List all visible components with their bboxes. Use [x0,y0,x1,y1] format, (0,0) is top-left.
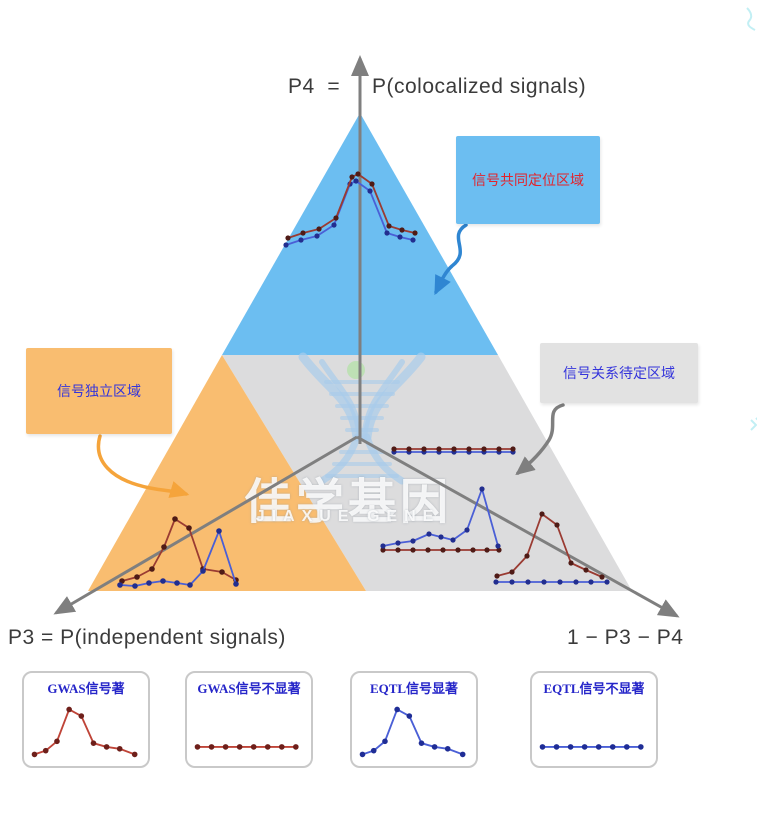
legend-gwas-notsignificant-label: GWAS信号不显著 [197,681,301,696]
colocalized-callout-label: 信号共同定位区域 [472,172,584,188]
independent-callout-box: 信号独立区域 [26,348,172,434]
legend-eqtl-notsignificant: EQTL信号不显著 [530,671,658,768]
p3-axis-label: P3 = P(independent signals) [8,626,286,649]
legend-gwas-significant: GWAS信号著 [22,671,150,768]
independent-callout-label: 信号独立区域 [57,383,141,399]
legend-gwas-notsignificant-plot [194,744,299,750]
legend-gwas-notsignificant: GWAS信号不显著 [185,671,313,768]
legend-eqtl-significant-label: EQTL信号显著 [369,681,459,696]
legend-eqtl-significant-plot [359,706,466,758]
watermark-latin-text: JIAXUE GENE [255,508,441,525]
legend-eqtl-notsignificant-label: EQTL信号不显著 [543,681,645,696]
legend-eqtl-notsignificant-plot [539,744,644,750]
remainder-axis-label: 1 − P3 − P4 [567,626,684,649]
undetermined-callout-label: 信号关系待定区域 [563,365,675,381]
p4-axis-label: P(colocalized signals) [372,75,587,98]
undetermined-callout-box: 信号关系待定区域 [540,343,698,403]
p4-axis-prefix-label: P4 = [288,75,341,98]
watermark-green-dot [347,361,365,379]
colocalized-callout-box: 信号共同定位区域 [456,136,600,224]
legend-gwas-significant-label: GWAS信号著 [47,681,125,696]
legend-eqtl-significant: EQTL信号显著 [350,671,478,768]
legend-gwas-significant-plot [31,706,138,758]
